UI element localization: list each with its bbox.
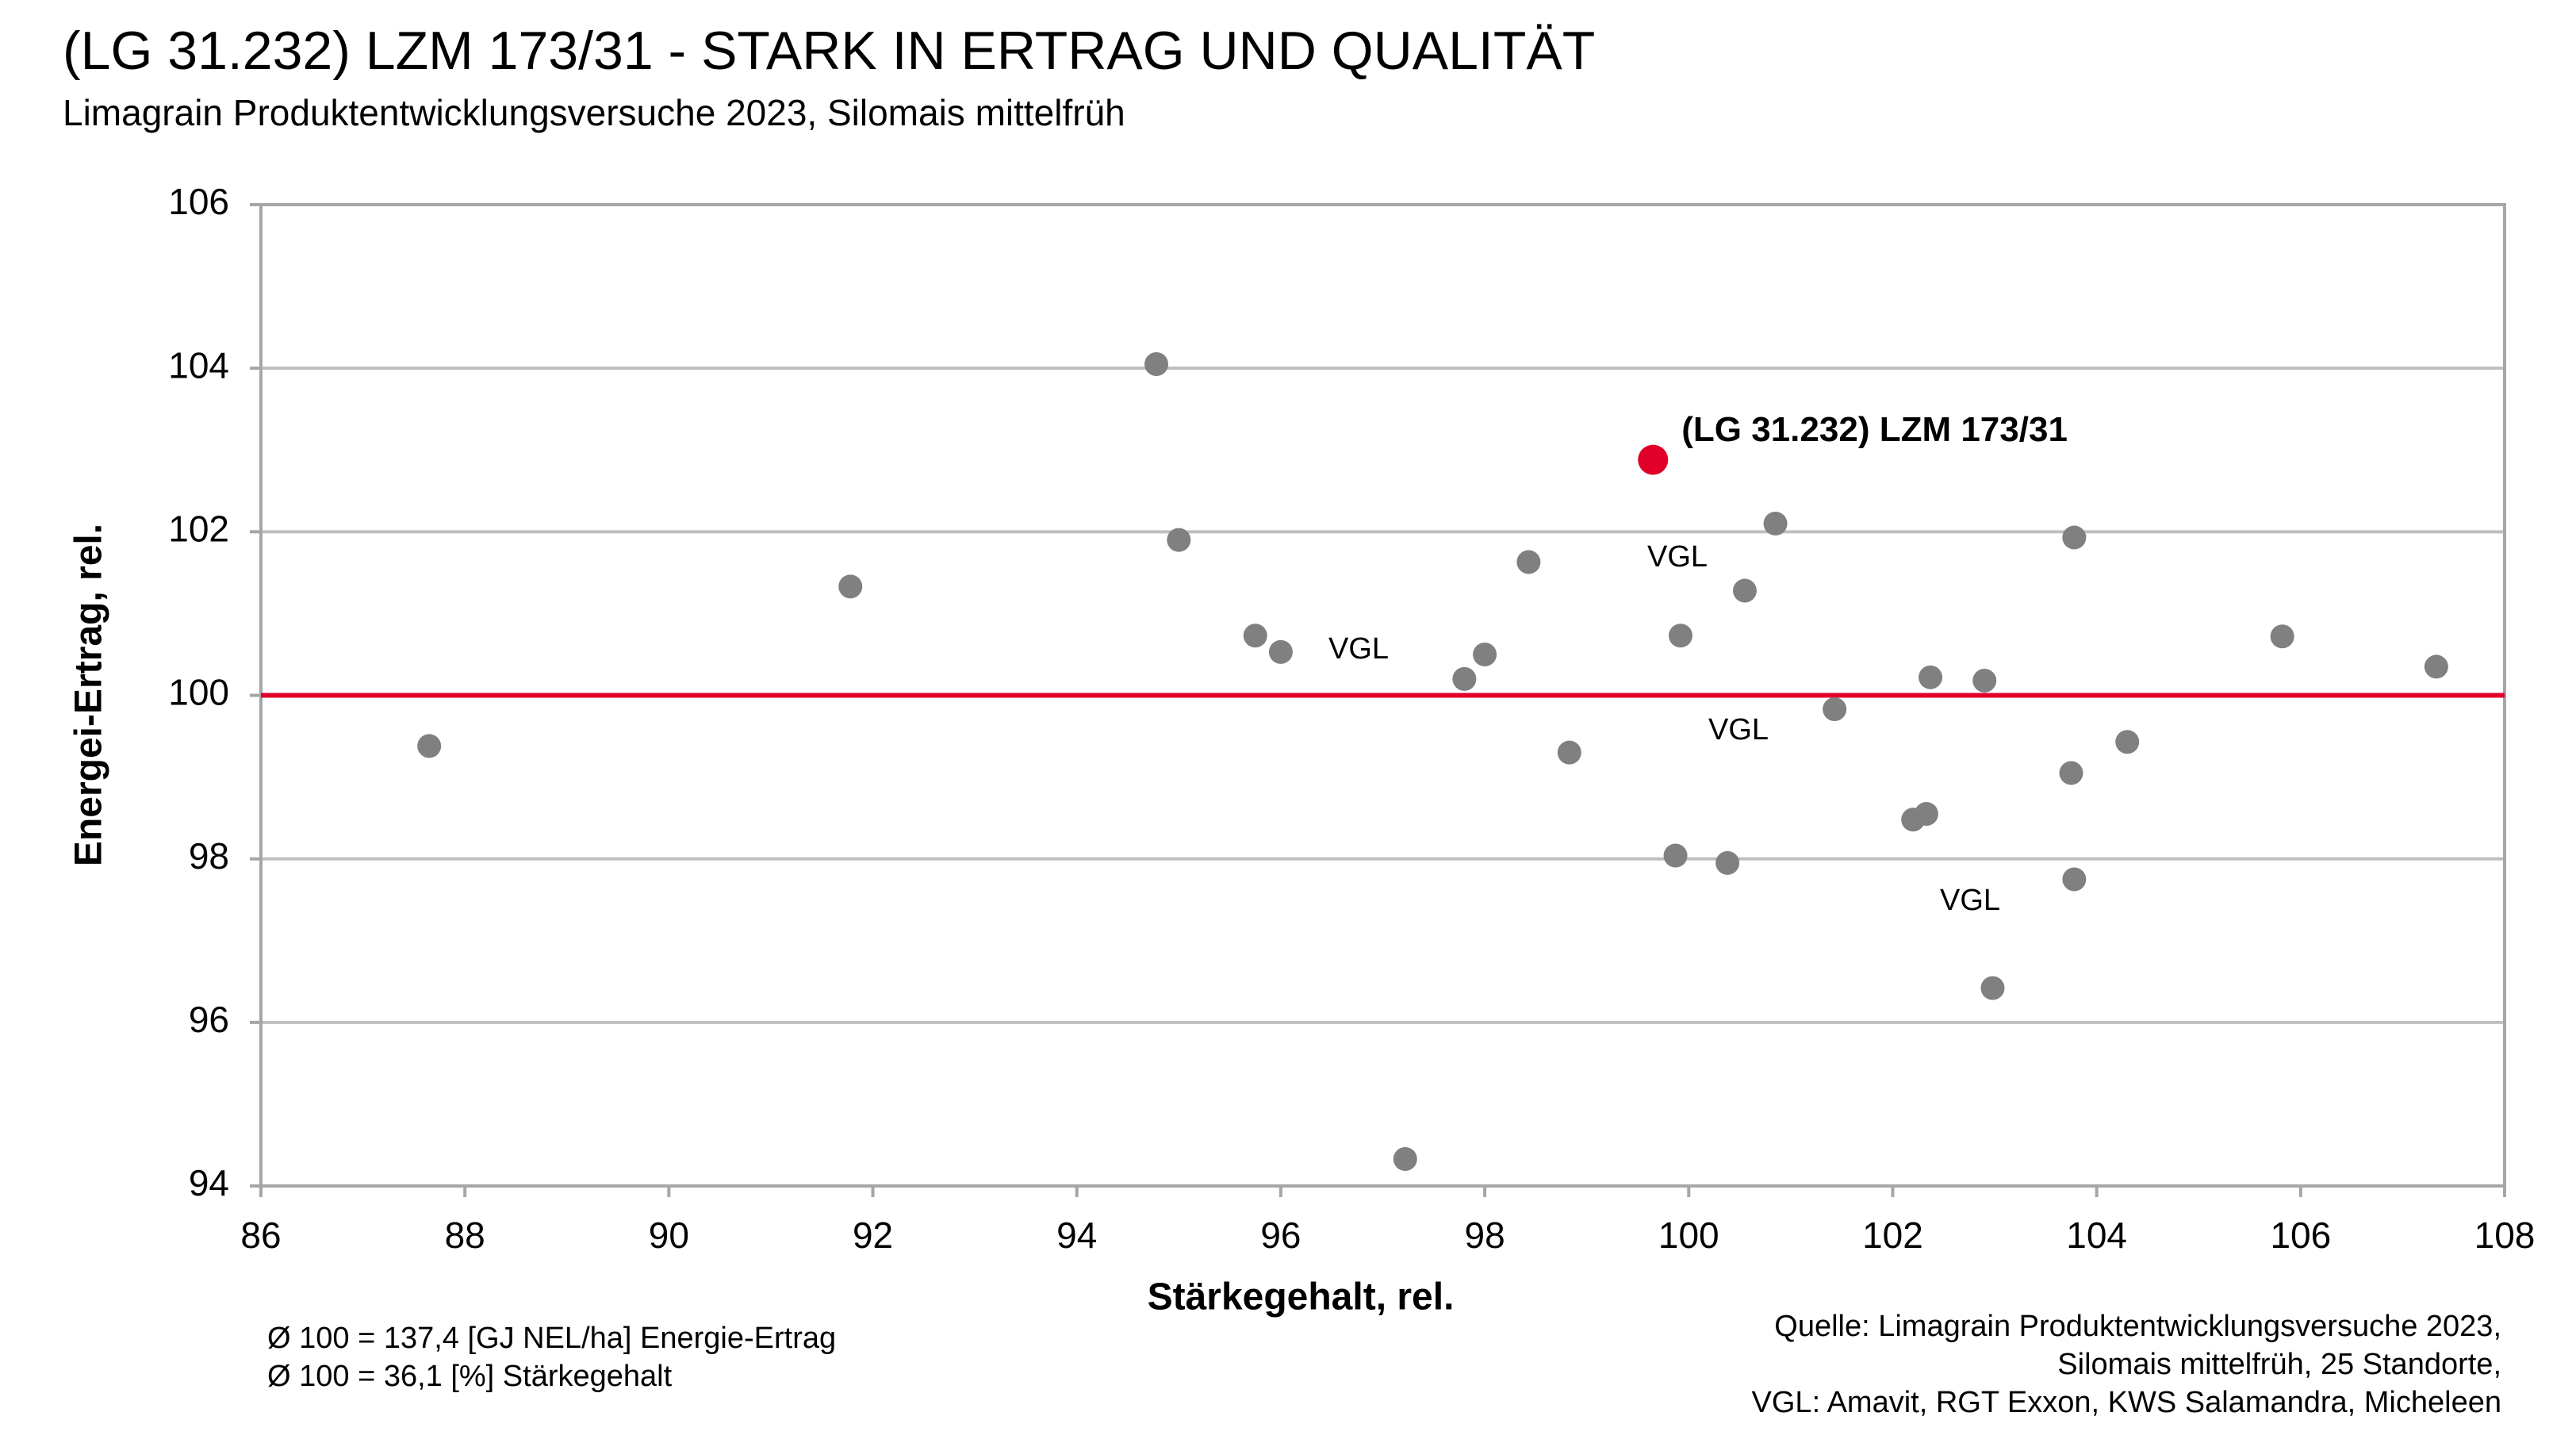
data-point — [2270, 624, 2294, 649]
y-tick-label: 100 — [168, 672, 229, 713]
data-point — [838, 574, 863, 599]
data-point — [1393, 1146, 1417, 1171]
data-point — [1715, 850, 1740, 875]
data-point — [1732, 578, 1757, 603]
data-point — [2062, 525, 2087, 550]
data-point — [2424, 654, 2448, 679]
data-point — [2062, 867, 2087, 892]
data-point — [1663, 843, 1688, 868]
x-tick-label: 108 — [2474, 1215, 2536, 1256]
x-tick-label: 98 — [1465, 1215, 1505, 1256]
x-tick-label: 88 — [445, 1215, 485, 1256]
y-axis-label: Energei-Ertrag, rel. — [68, 524, 110, 866]
data-point — [1243, 624, 1267, 648]
annotation: VGL — [1647, 540, 1708, 574]
x-tick-label: 94 — [1056, 1215, 1097, 1256]
x-tick-label: 90 — [649, 1215, 689, 1256]
y-tick-label: 102 — [168, 508, 229, 549]
data-point — [1980, 976, 2005, 1000]
data-point — [1167, 528, 1191, 552]
x-tick-label: 100 — [1658, 1215, 1719, 1256]
data-point — [1668, 624, 1692, 648]
source-note: Quelle: Limagrain Produktentwicklungsver… — [1774, 1310, 2501, 1343]
source-note: VGL: Amavit, RGT Exxon, KWS Salamandra, … — [1752, 1386, 2501, 1419]
y-tick-label: 98 — [189, 835, 229, 877]
x-axis-label: Stärkegehalt, rel. — [1148, 1276, 1455, 1318]
x-tick-label: 92 — [853, 1215, 893, 1256]
data-point — [1638, 444, 1669, 475]
x-tick-label: 86 — [240, 1215, 281, 1256]
chart-subtitle: Limagrain Produktentwicklungsversuche 20… — [63, 92, 1125, 133]
data-point — [1914, 801, 1938, 826]
data-point — [1268, 639, 1293, 664]
x-tick-label: 104 — [2066, 1215, 2127, 1256]
data-point — [1763, 512, 1788, 536]
annotation: VGL — [1940, 884, 2000, 917]
point-label: (LG 31.232) LZM 173/31 — [1681, 410, 2068, 449]
data-point — [1557, 740, 1581, 765]
x-tick-label: 106 — [2270, 1215, 2331, 1256]
data-point — [417, 734, 442, 758]
data-point — [1972, 668, 1997, 693]
y-tick-label: 106 — [168, 181, 229, 222]
annotation: VGL — [1708, 713, 1769, 746]
data-point — [1452, 666, 1477, 691]
source-note: Silomais mittelfrüh, 25 Standorte, — [2057, 1348, 2501, 1381]
footnote: Ø 100 = 137,4 [GJ NEL/ha] Energie-Ertrag — [267, 1322, 836, 1355]
x-tick-label: 96 — [1260, 1215, 1301, 1256]
data-point — [1473, 642, 1497, 666]
data-point — [2115, 730, 2140, 754]
data-point — [1919, 665, 1943, 689]
x-tick-label: 102 — [1862, 1215, 1923, 1256]
y-tick-label: 104 — [168, 344, 229, 386]
y-tick-label: 96 — [189, 999, 229, 1040]
data-point — [1144, 352, 1169, 377]
data-point — [2059, 761, 2083, 785]
data-point — [1516, 550, 1541, 574]
footnote: Ø 100 = 36,1 [%] Stärkegehalt — [267, 1360, 673, 1393]
data-point — [1823, 697, 1847, 722]
annotation: VGL — [1328, 632, 1389, 666]
chart-title: (LG 31.232) LZM 173/31 - STARK IN ERTRAG… — [63, 21, 1595, 81]
y-tick-label: 94 — [189, 1162, 229, 1203]
